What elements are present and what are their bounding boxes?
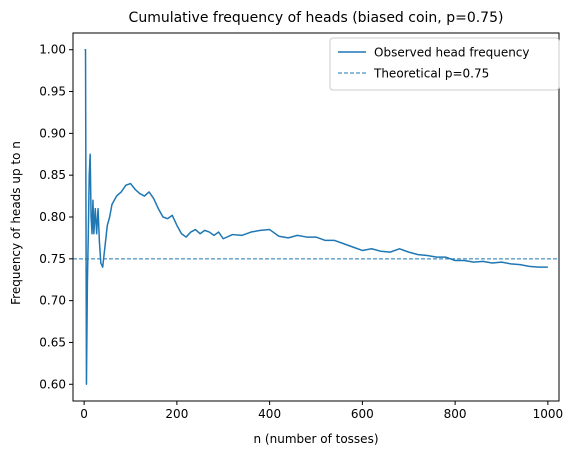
legend-box	[329, 37, 560, 91]
x-tick-label: 400	[258, 407, 281, 421]
y-tick-label: 0.65	[39, 335, 66, 349]
y-tick-label: 1.00	[39, 43, 66, 57]
x-tick-label: 1000	[533, 407, 564, 421]
y-tick-label: 0.90	[39, 126, 66, 140]
x-axis: 0 200 400 600 800 1000	[80, 401, 563, 421]
y-tick-label: 0.70	[39, 294, 66, 308]
x-tick-label: 600	[351, 407, 374, 421]
legend: Observed head frequency Theoretical p=0.…	[329, 37, 560, 91]
y-tick-label: 0.95	[39, 85, 66, 99]
x-tick-label: 800	[444, 407, 467, 421]
x-axis-label: n (number of tosses)	[254, 432, 379, 446]
plot-area	[73, 48, 559, 386]
y-tick-label: 0.85	[39, 168, 66, 182]
y-tick-label: 0.75	[39, 252, 66, 266]
observed-frequency-line	[84, 48, 548, 386]
y-axis: 0.60 0.65 0.70 0.75 0.80 0.85 0.90 0.95 1.00	[39, 43, 73, 391]
legend-label-observed: Observed head frequency	[374, 46, 530, 60]
x-tick-label: 200	[165, 407, 188, 421]
y-axis-label: Frequency of heads up to n	[9, 141, 23, 305]
x-tick-label: 0	[80, 407, 88, 421]
y-tick-label: 0.80	[39, 210, 66, 224]
chart-title: Cumulative frequency of heads (biased co…	[129, 10, 504, 26]
y-tick-label: 0.60	[39, 377, 66, 391]
legend-label-theoretical: Theoretical p=0.75	[373, 67, 489, 81]
